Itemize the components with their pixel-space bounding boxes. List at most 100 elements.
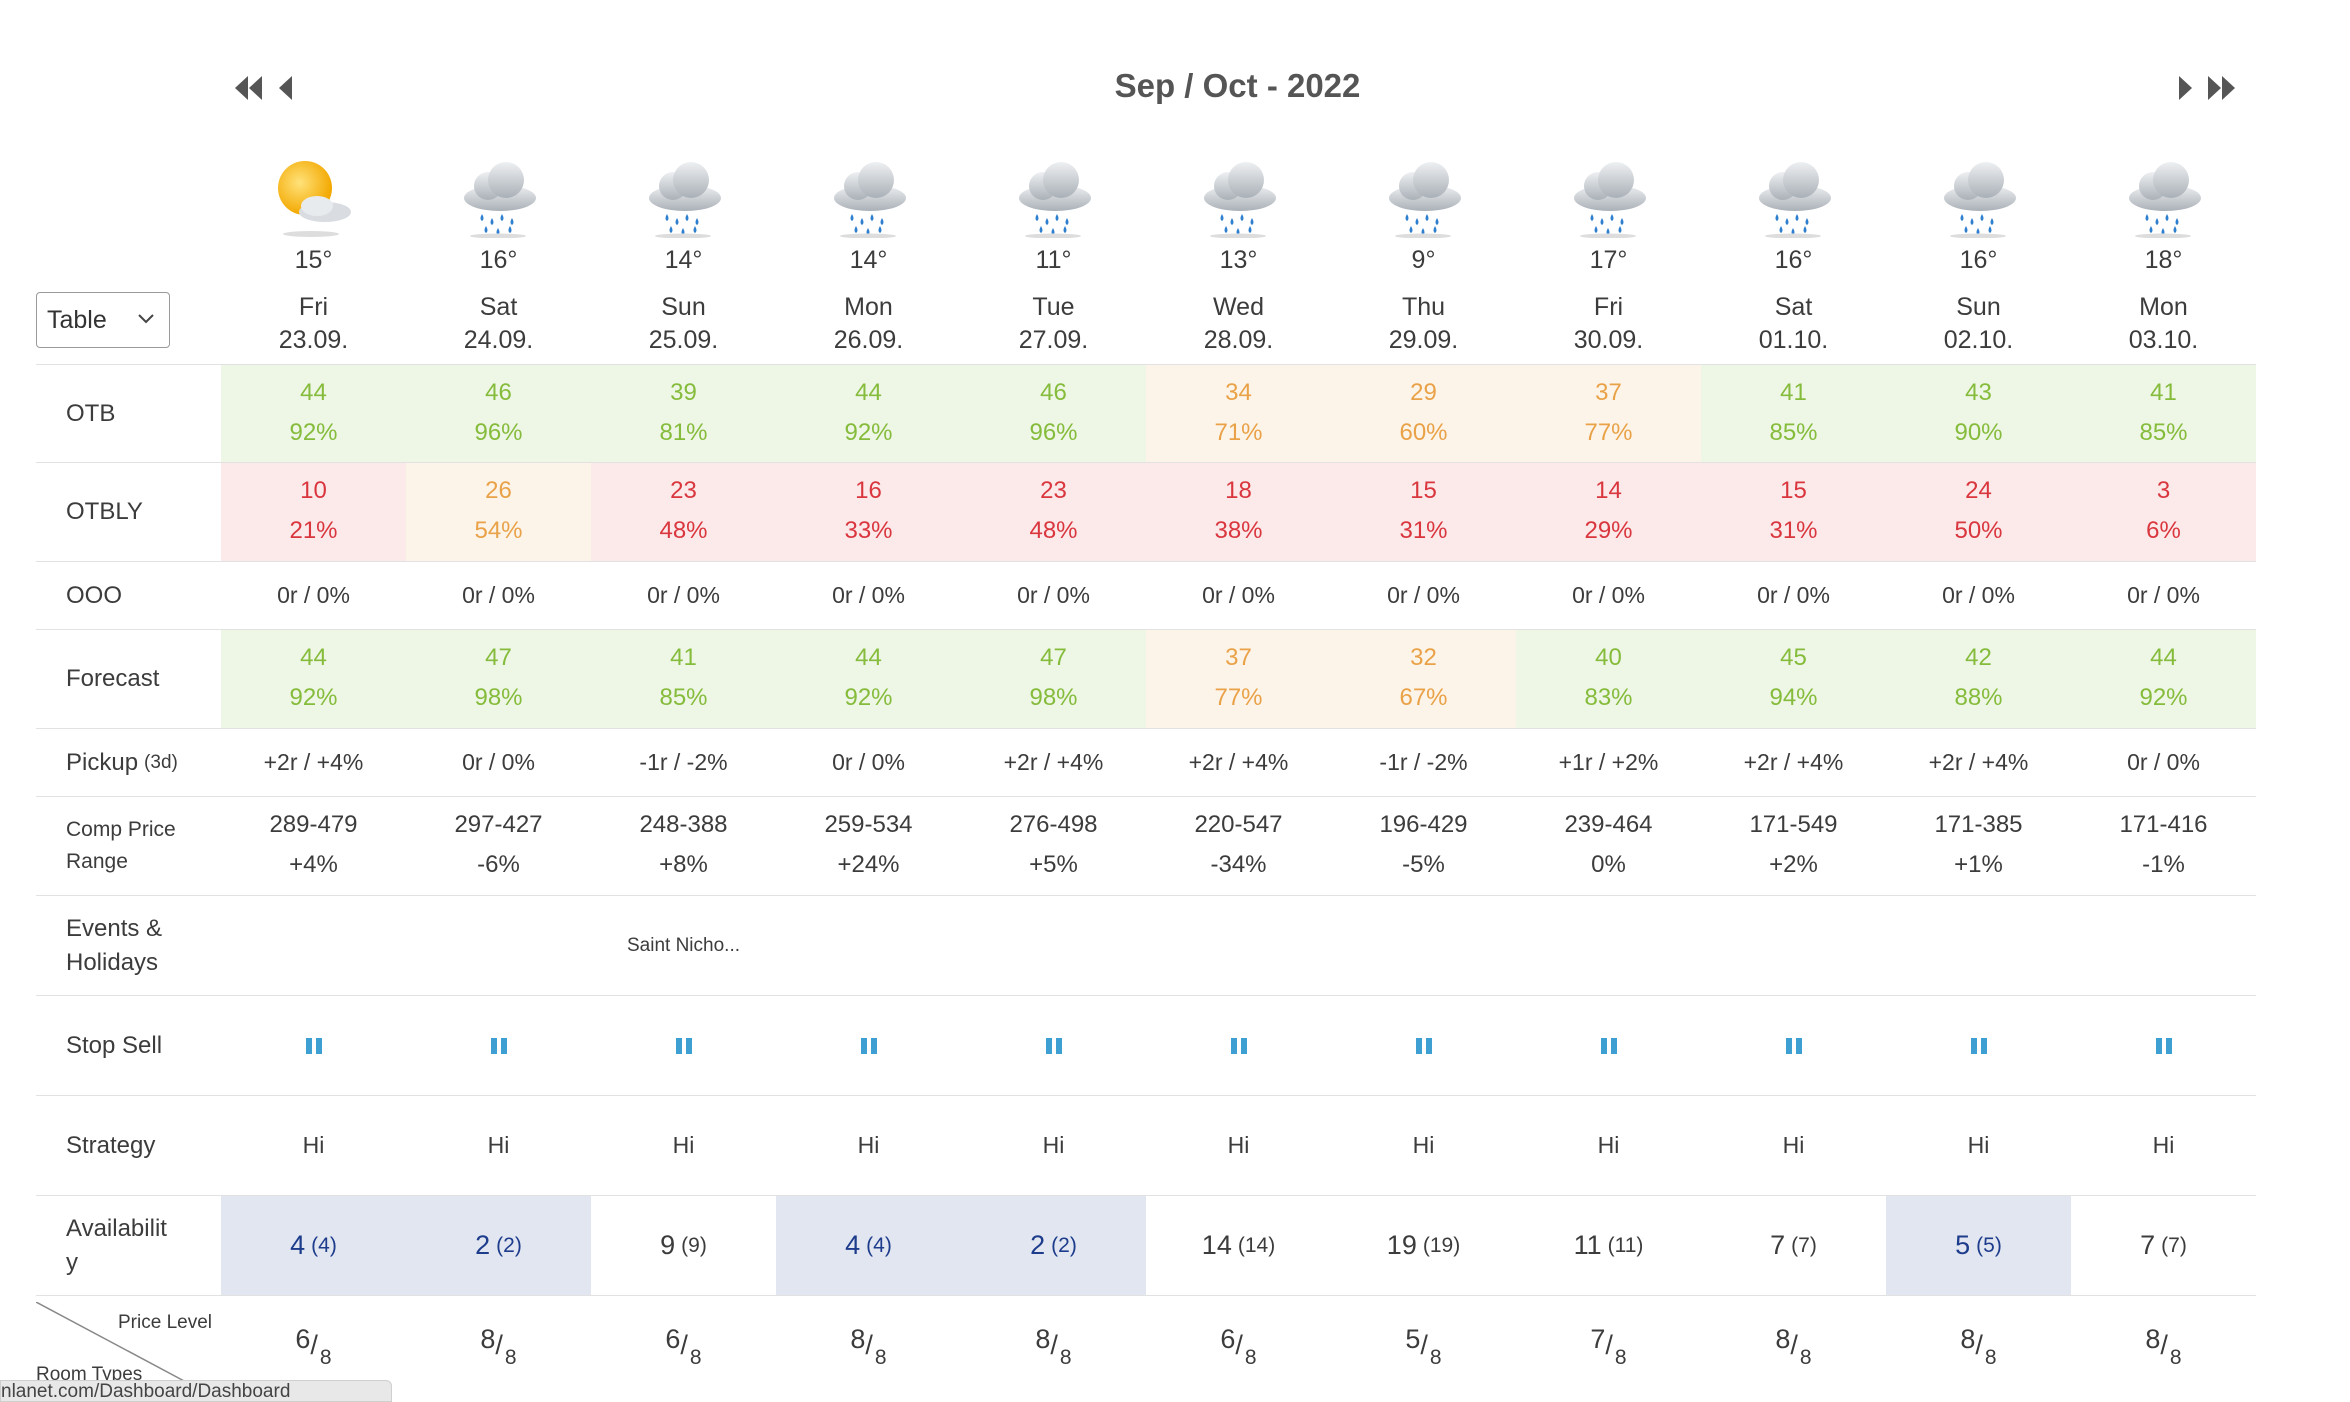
comp-price-cell[interactable]: 196-429 -5% [1331,797,1516,895]
pause-icon[interactable] [305,1037,322,1054]
otb-cell[interactable]: 39 81% [591,365,776,462]
ooo-cell[interactable]: 0r / 0% [1942,582,2015,608]
pickup-cell[interactable]: +1r / +2% [1558,749,1659,775]
pause-icon[interactable] [1045,1037,1062,1054]
price-level-cell[interactable]: 6/8 [221,1296,406,1394]
pickup-cell[interactable]: +2r / +4% [263,749,364,775]
stop-sell-cell[interactable] [406,996,591,1095]
stop-sell-cell[interactable] [1516,996,1701,1095]
ooo-cell[interactable]: 0r / 0% [462,582,535,608]
pickup-cell[interactable]: -1r / -2% [639,749,728,775]
availability-cell[interactable]: 11 (11) [1516,1196,1701,1295]
event-cell[interactable] [776,896,961,995]
price-level-cell[interactable]: 6/8 [1146,1296,1331,1394]
availability-cell[interactable]: 14 (14) [1146,1196,1331,1295]
event-cell[interactable] [2071,896,2256,995]
stop-sell-cell[interactable] [1701,996,1886,1095]
comp-price-cell[interactable]: 171-549 +2% [1701,797,1886,895]
otbly-cell[interactable]: 26 54% [406,463,591,561]
pause-icon[interactable] [1970,1037,1987,1054]
price-level-cell[interactable]: 8/8 [406,1296,591,1394]
forecast-cell[interactable]: 44 92% [2071,630,2256,728]
pause-icon[interactable] [490,1037,507,1054]
forecast-cell[interactable]: 47 98% [406,630,591,728]
event-cell[interactable] [961,896,1146,995]
strategy-cell[interactable]: Hi [302,1132,325,1158]
availability-cell[interactable]: 7 (7) [2071,1196,2256,1295]
pickup-cell[interactable]: 0r / 0% [462,749,535,775]
stop-sell-cell[interactable] [776,996,961,1095]
availability-cell[interactable]: 2 (2) [961,1196,1146,1295]
stop-sell-cell[interactable] [1146,996,1331,1095]
stop-sell-cell[interactable] [1886,996,2071,1095]
comp-price-cell[interactable]: 259-534 +24% [776,797,961,895]
forecast-cell[interactable]: 41 85% [591,630,776,728]
availability-cell[interactable]: 4 (4) [776,1196,961,1295]
strategy-cell[interactable]: Hi [2152,1132,2175,1158]
otb-cell[interactable]: 37 77% [1516,365,1701,462]
ooo-cell[interactable]: 0r / 0% [277,582,350,608]
strategy-cell[interactable]: Hi [487,1132,510,1158]
pause-icon[interactable] [1415,1037,1432,1054]
price-level-cell[interactable]: 8/8 [1886,1296,2071,1394]
otb-cell[interactable]: 44 92% [221,365,406,462]
forecast-cell[interactable]: 40 83% [1516,630,1701,728]
next-page-button[interactable] [2177,70,2193,106]
comp-price-cell[interactable]: 171-385 +1% [1886,797,2071,895]
stop-sell-cell[interactable] [221,996,406,1095]
comp-price-cell[interactable]: 289-479 +4% [221,797,406,895]
otb-cell[interactable]: 41 85% [1701,365,1886,462]
event-cell[interactable] [1146,896,1331,995]
otb-cell[interactable]: 41 85% [2071,365,2256,462]
otbly-cell[interactable]: 15 31% [1331,463,1516,561]
forecast-cell[interactable]: 44 92% [776,630,961,728]
forecast-cell[interactable]: 37 77% [1146,630,1331,728]
ooo-cell[interactable]: 0r / 0% [2127,582,2200,608]
pickup-cell[interactable]: +2r / +4% [1743,749,1844,775]
price-level-cell[interactable]: 6/8 [591,1296,776,1394]
strategy-cell[interactable]: Hi [672,1132,695,1158]
otb-cell[interactable]: 46 96% [961,365,1146,462]
event-cell[interactable] [1516,896,1701,995]
otbly-cell[interactable]: 18 38% [1146,463,1331,561]
pickup-cell[interactable]: 0r / 0% [832,749,905,775]
event-cell[interactable] [1331,896,1516,995]
first-page-button[interactable] [234,70,264,106]
comp-price-cell[interactable]: 239-464 0% [1516,797,1701,895]
otbly-cell[interactable]: 23 48% [591,463,776,561]
price-level-cell[interactable]: 8/8 [2071,1296,2256,1394]
pause-icon[interactable] [675,1037,692,1054]
last-page-button[interactable] [2206,70,2236,106]
otb-cell[interactable]: 43 90% [1886,365,2071,462]
event-cell[interactable] [1701,896,1886,995]
strategy-cell[interactable]: Hi [1597,1132,1620,1158]
availability-cell[interactable]: 9 (9) [591,1196,776,1295]
comp-price-cell[interactable]: 297-427 -6% [406,797,591,895]
price-level-cell[interactable]: 8/8 [1701,1296,1886,1394]
otb-cell[interactable]: 44 92% [776,365,961,462]
strategy-cell[interactable]: Hi [1042,1132,1065,1158]
view-mode-select[interactable]: Table [36,292,170,348]
comp-price-cell[interactable]: 220-547 -34% [1146,797,1331,895]
pause-icon[interactable] [1230,1037,1247,1054]
strategy-cell[interactable]: Hi [1412,1132,1435,1158]
comp-price-cell[interactable]: 248-388 +8% [591,797,776,895]
otb-cell[interactable]: 34 71% [1146,365,1331,462]
event-cell[interactable] [221,896,406,995]
otb-cell[interactable]: 29 60% [1331,365,1516,462]
availability-cell[interactable]: 4 (4) [221,1196,406,1295]
otbly-cell[interactable]: 24 50% [1886,463,2071,561]
forecast-cell[interactable]: 47 98% [961,630,1146,728]
ooo-cell[interactable]: 0r / 0% [832,582,905,608]
comp-price-cell[interactable]: 171-416 -1% [2071,797,2256,895]
event-cell[interactable]: Saint Nicho... [591,896,776,995]
price-level-cell[interactable]: 8/8 [776,1296,961,1394]
otbly-cell[interactable]: 3 6% [2071,463,2256,561]
event-cell[interactable] [1886,896,2071,995]
pause-icon[interactable] [1600,1037,1617,1054]
previous-page-button[interactable] [278,70,294,106]
ooo-cell[interactable]: 0r / 0% [1017,582,1090,608]
comp-price-cell[interactable]: 276-498 +5% [961,797,1146,895]
event-cell[interactable] [406,896,591,995]
ooo-cell[interactable]: 0r / 0% [1202,582,1275,608]
